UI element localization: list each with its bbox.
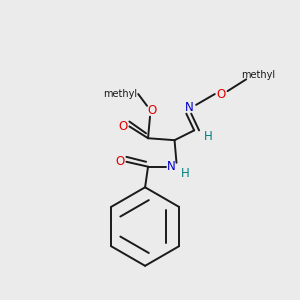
Text: O: O: [216, 88, 225, 100]
Text: O: O: [147, 104, 157, 117]
Text: H: H: [181, 167, 190, 180]
Text: methyl: methyl: [103, 89, 138, 99]
Text: methyl: methyl: [241, 70, 275, 80]
Text: N: N: [167, 160, 176, 173]
Text: O: O: [115, 155, 124, 168]
Text: H: H: [203, 130, 212, 143]
Text: N: N: [185, 101, 194, 114]
Text: O: O: [118, 120, 127, 133]
